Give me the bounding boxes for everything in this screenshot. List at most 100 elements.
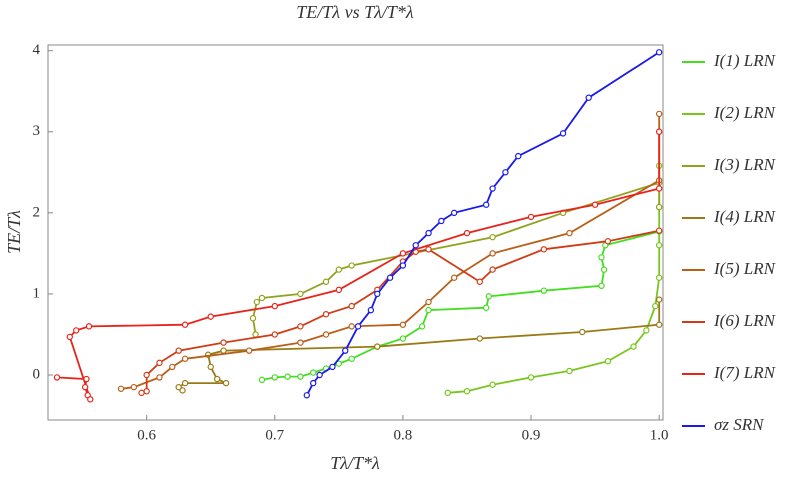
series-line bbox=[120, 113, 661, 390]
y-tick-label: 3 bbox=[33, 123, 41, 139]
x-tick-label: 0.9 bbox=[522, 427, 541, 443]
point-marker bbox=[655, 227, 663, 234]
point-marker bbox=[335, 286, 343, 294]
point-marker bbox=[222, 379, 230, 387]
y-tick-label: 2 bbox=[33, 204, 41, 220]
point-marker bbox=[489, 250, 496, 257]
point-marker bbox=[117, 385, 125, 392]
point-marker bbox=[335, 266, 343, 273]
point-marker bbox=[438, 217, 445, 225]
point-marker bbox=[72, 327, 80, 334]
point-marker bbox=[310, 379, 317, 387]
point-marker bbox=[604, 358, 612, 365]
point-marker bbox=[655, 110, 663, 118]
point-marker bbox=[181, 379, 189, 387]
point-marker bbox=[655, 321, 663, 328]
point-marker bbox=[179, 387, 186, 394]
point-marker bbox=[399, 321, 407, 328]
point-marker bbox=[655, 185, 663, 192]
point-marker bbox=[342, 347, 349, 354]
point-marker bbox=[476, 278, 483, 285]
point-marker bbox=[502, 169, 509, 176]
legend-label: σz SRN bbox=[714, 415, 765, 434]
point-marker bbox=[220, 347, 227, 354]
point-marker bbox=[591, 201, 599, 208]
point-marker bbox=[348, 323, 355, 330]
point-marker bbox=[81, 383, 89, 391]
point-marker bbox=[258, 376, 266, 384]
point-marker bbox=[399, 335, 407, 342]
point-marker bbox=[297, 323, 304, 330]
point-marker bbox=[482, 304, 490, 311]
point-marker bbox=[220, 339, 227, 346]
legend-label: I(7) LRN bbox=[713, 363, 777, 382]
point-marker bbox=[489, 266, 496, 273]
point-marker bbox=[316, 371, 323, 379]
point-marker bbox=[425, 306, 432, 314]
chart-title: TE/Tλ vs Tλ/T*λ bbox=[296, 2, 414, 22]
point-marker bbox=[643, 327, 650, 334]
legend-label: I(6) LRN bbox=[713, 311, 777, 330]
point-marker bbox=[598, 254, 605, 261]
point-marker bbox=[169, 363, 176, 371]
point-marker bbox=[335, 360, 343, 367]
point-marker bbox=[329, 363, 336, 371]
point-marker bbox=[156, 359, 163, 367]
point-marker bbox=[630, 343, 637, 350]
point-marker bbox=[412, 242, 419, 249]
point-marker bbox=[540, 246, 548, 253]
point-marker bbox=[374, 343, 381, 350]
point-marker bbox=[489, 233, 496, 241]
point-marker bbox=[297, 290, 304, 298]
point-marker bbox=[66, 333, 73, 341]
point-marker bbox=[181, 321, 189, 328]
point-marker bbox=[348, 262, 355, 269]
point-marker bbox=[450, 274, 458, 281]
point-marker bbox=[143, 371, 150, 379]
point-marker bbox=[348, 355, 355, 362]
point-marker bbox=[271, 331, 278, 338]
legend-label: I(4) LRN bbox=[713, 207, 777, 226]
point-marker bbox=[175, 347, 182, 354]
point-marker bbox=[515, 152, 522, 160]
point-marker bbox=[249, 315, 257, 322]
point-marker bbox=[322, 278, 330, 285]
y-tick-label: 4 bbox=[33, 42, 41, 58]
point-marker bbox=[527, 213, 535, 221]
point-marker bbox=[482, 201, 490, 208]
point-marker bbox=[489, 185, 496, 192]
point-marker bbox=[418, 323, 426, 330]
legend-label: I(1) LRN bbox=[713, 51, 777, 70]
point-marker bbox=[367, 306, 375, 314]
point-marker bbox=[175, 383, 182, 391]
point-marker bbox=[579, 328, 586, 336]
y-tick-label: 0 bbox=[33, 366, 41, 382]
legend-label: I(3) LRN bbox=[713, 155, 777, 174]
point-marker bbox=[310, 369, 317, 376]
point-marker bbox=[138, 389, 145, 397]
point-marker bbox=[399, 250, 407, 257]
point-marker bbox=[600, 266, 608, 273]
point-marker bbox=[271, 302, 278, 310]
point-marker bbox=[271, 374, 278, 381]
point-marker bbox=[585, 94, 592, 101]
point-marker bbox=[130, 383, 138, 391]
legend-label: I(5) LRN bbox=[713, 259, 777, 278]
point-marker bbox=[322, 310, 330, 318]
point-marker bbox=[284, 373, 291, 380]
series-line bbox=[177, 299, 661, 392]
legend-label: I(2) LRN bbox=[713, 103, 777, 122]
point-marker bbox=[655, 203, 663, 211]
point-marker bbox=[485, 293, 492, 300]
point-marker bbox=[655, 49, 663, 56]
point-marker bbox=[354, 323, 362, 330]
point-marker bbox=[297, 373, 304, 380]
point-marker bbox=[322, 331, 330, 338]
point-marker bbox=[83, 375, 90, 383]
series-line bbox=[252, 181, 661, 335]
plot-frame bbox=[47, 44, 664, 421]
series-line bbox=[261, 230, 660, 381]
point-marker bbox=[252, 331, 259, 338]
point-marker bbox=[87, 396, 94, 403]
